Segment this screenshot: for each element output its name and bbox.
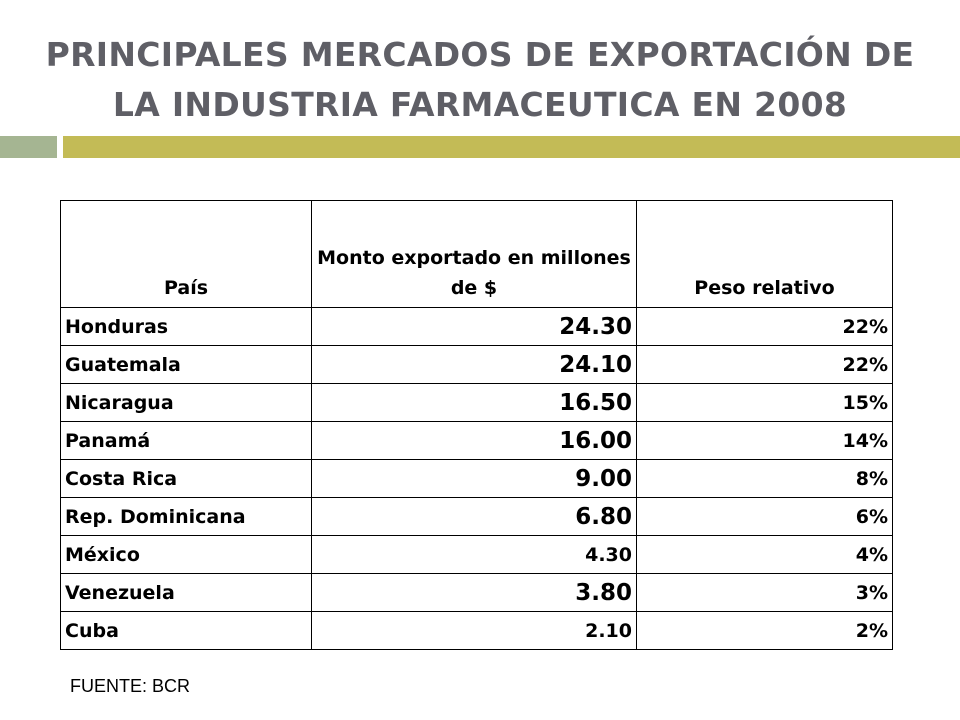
country-cell: Guatemala — [60, 345, 312, 384]
amount-cell: 3.80 — [311, 573, 637, 612]
header-weight: Peso relativo — [636, 200, 893, 308]
weight-cell: 8% — [636, 459, 893, 498]
weight-cell: 3% — [636, 573, 893, 612]
table-row: Venezuela 3.80 3% — [60, 573, 893, 612]
table-row: Nicaragua 16.50 15% — [60, 383, 893, 422]
table-row: Honduras 24.30 22% — [60, 307, 893, 346]
table-row: Panamá 16.00 14% — [60, 421, 893, 460]
table-row: Cuba 2.10 2% — [60, 611, 893, 650]
weight-cell: 22% — [636, 307, 893, 346]
header-country: País — [60, 200, 312, 308]
country-cell: México — [60, 535, 312, 574]
accent-bar-left — [0, 136, 57, 158]
weight-cell: 2% — [636, 611, 893, 650]
table-row: México 4.30 4% — [60, 535, 893, 574]
weight-cell: 6% — [636, 497, 893, 536]
amount-cell: 16.00 — [311, 421, 637, 460]
amount-cell: 24.30 — [311, 307, 637, 346]
amount-cell: 16.50 — [311, 383, 637, 422]
slide-title-line-1: PRINCIPALES MERCADOS DE EXPORTACIÓN DE — [45, 35, 915, 74]
source-note: FUENTE: BCR — [70, 676, 191, 696]
slide-title: PRINCIPALES MERCADOS DE EXPORTACIÓN DE L… — [0, 30, 960, 130]
country-cell: Rep. Dominicana — [60, 497, 312, 536]
country-cell: Venezuela — [60, 573, 312, 612]
accent-bar-right — [63, 136, 960, 158]
header-amount: Monto exportado en millones de $ — [311, 200, 637, 308]
country-cell: Costa Rica — [60, 459, 312, 498]
table-row: Guatemala 24.10 22% — [60, 345, 893, 384]
country-cell: Nicaragua — [60, 383, 312, 422]
amount-cell: 9.00 — [311, 459, 637, 498]
weight-cell: 22% — [636, 345, 893, 384]
amount-cell: 6.80 — [311, 497, 637, 536]
table-row: Costa Rica 9.00 8% — [60, 459, 893, 498]
country-cell: Cuba — [60, 611, 312, 650]
slide-title-line-2: LA INDUSTRIA FARMACEUTICA EN 2008 — [112, 85, 848, 124]
weight-cell: 4% — [636, 535, 893, 574]
country-cell: Panamá — [60, 421, 312, 460]
table-row: Rep. Dominicana 6.80 6% — [60, 497, 893, 536]
export-markets-table: País Monto exportado en millones de $ Pe… — [60, 200, 893, 650]
weight-cell: 14% — [636, 421, 893, 460]
amount-cell: 2.10 — [311, 611, 637, 650]
amount-cell: 24.10 — [311, 345, 637, 384]
weight-cell: 15% — [636, 383, 893, 422]
country-cell: Honduras — [60, 307, 312, 346]
amount-cell: 4.30 — [311, 535, 637, 574]
table-header-row: País Monto exportado en millones de $ Pe… — [60, 200, 893, 308]
